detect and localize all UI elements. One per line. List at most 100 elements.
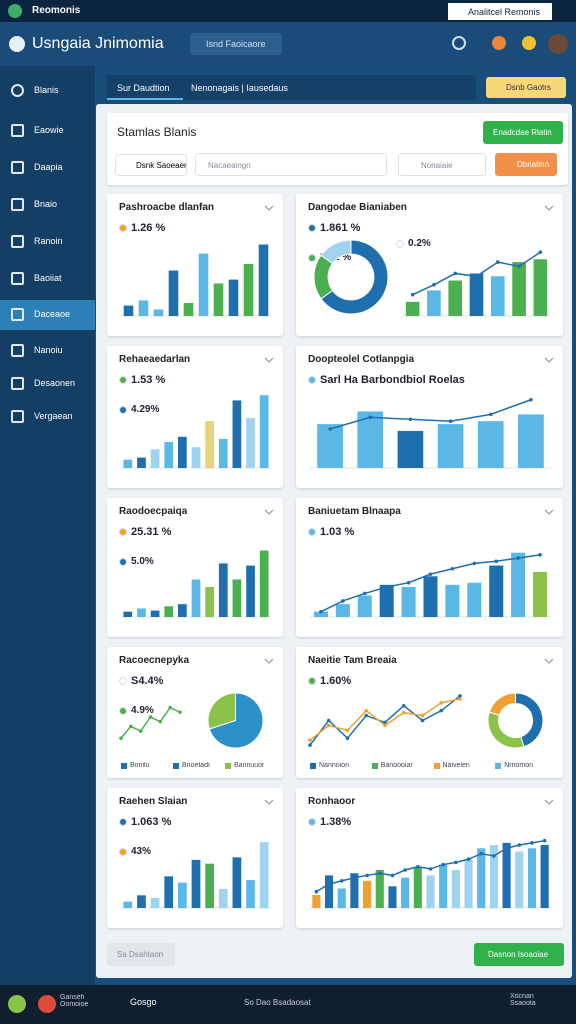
- stat: 43%: [119, 846, 151, 857]
- stat-dot: [119, 224, 127, 232]
- icon[interactable]: [522, 36, 536, 50]
- stat: S4.4%: [119, 675, 163, 687]
- stat: 1.26 %: [119, 222, 165, 234]
- tab-strip: Sur Daudtion Nenonagais | Iausedaus: [107, 75, 476, 100]
- legend-item: Bonilu: [121, 762, 149, 769]
- taskbar: Ganseh Oomoioe Gosgo So Dao Bsadaosat Xo…: [0, 985, 576, 1024]
- legend-item: Banoooiar: [371, 762, 413, 769]
- legend-swatch: [371, 763, 378, 769]
- app-icon[interactable]: [38, 995, 56, 1013]
- legend-item: Nrnomon: [495, 762, 533, 769]
- card: Rehaeaedarlan 1.53 % 4.29%: [107, 346, 283, 488]
- nav-label: Nanoiu: [34, 345, 63, 355]
- card-title: Pashroacbe dlanfan: [119, 202, 215, 213]
- taskbar-app[interactable]: Ganseh Oomoioe: [60, 994, 89, 1008]
- card-title: Naeitie Tam Breaia: [308, 655, 397, 666]
- card-title: Raehen Slaian: [119, 796, 188, 807]
- tab[interactable]: Nenonagais | Iausedaus: [191, 83, 288, 93]
- avatar[interactable]: [548, 34, 568, 54]
- card-title: Dangodae Bianiaben: [308, 202, 407, 213]
- stat: 1.38%: [308, 816, 351, 828]
- primary-button[interactable]: Dasnon Isoaoiae: [474, 943, 564, 966]
- search-box[interactable]: Isnd Faoicaore: [190, 33, 282, 55]
- nav-icon: [11, 235, 24, 248]
- card: Raehen Slaian 1.063 % 43%: [107, 788, 283, 928]
- tab-title[interactable]: Reomonis: [32, 5, 81, 16]
- nav-item[interactable]: Eaowie: [0, 116, 95, 146]
- action-button[interactable]: Dbnatinn: [495, 153, 557, 176]
- stat: 1.03 %: [308, 526, 354, 538]
- stat: 5.0%: [119, 556, 154, 567]
- nav-item[interactable]: Baoiiat: [0, 264, 95, 294]
- card: Naeitie Tam Breaia 1.60% Nannoion Banoooiar…: [296, 647, 563, 778]
- filter-title: Stamlas Blanis: [117, 125, 197, 139]
- nav-icon: [11, 272, 24, 285]
- nav-icon: [11, 161, 24, 174]
- nav-item[interactable]: Vergaean: [0, 402, 95, 432]
- stat-dot: [308, 677, 316, 685]
- stat: 1.53 %: [119, 374, 165, 386]
- legend-swatch: [310, 763, 316, 769]
- nav-icon: [11, 84, 24, 97]
- card: Dangodae Bianiaben 1.861 % 8.31 % 0.2%: [296, 194, 563, 336]
- legend-item: Nannoion: [310, 762, 349, 769]
- nav-item[interactable]: Nanoiu: [0, 336, 95, 366]
- filter-card: Stamlas Blanis Enadcdae Rlatin Dsnk Saoe…: [107, 113, 568, 185]
- taskbar-status: So Dao Bsadaosat: [244, 998, 311, 1007]
- card: Racoecnepyka S4.4% 4.9% Bonilu Bnoetadi Bannu…: [107, 647, 283, 778]
- stat: 25.31 %: [119, 526, 171, 538]
- header-button[interactable]: Dsnb Gaotrs: [486, 77, 566, 98]
- card: Ronhaoor 1.38%: [296, 788, 563, 928]
- legend-item: Naivelen: [433, 762, 470, 769]
- stat-dot: [308, 528, 316, 536]
- stat-dot: [119, 818, 127, 826]
- secondary-button[interactable]: Sa Dsahtaon: [107, 943, 175, 966]
- legend-item: Bannuuor: [225, 762, 264, 769]
- nav-item[interactable]: Daapia: [0, 153, 95, 183]
- legend-swatch: [433, 763, 440, 769]
- card: Pashroacbe dlanfan 1.26 %: [107, 194, 283, 336]
- nav-item[interactable]: Bnaio: [0, 190, 95, 220]
- logo: [9, 36, 25, 52]
- select[interactable]: Nonaiaie: [398, 153, 486, 176]
- stat-dot: [119, 406, 127, 414]
- icon[interactable]: [452, 36, 466, 50]
- icon[interactable]: [492, 36, 506, 50]
- tab-title[interactable]: Analitcel Remonis: [448, 3, 552, 20]
- app-header: Usngaia Jnimomia Isnd Faoicaore: [0, 22, 576, 66]
- legend-swatch: [121, 763, 127, 769]
- nav-item[interactable]: Blanis: [0, 76, 95, 106]
- stat: 1.063 %: [119, 816, 171, 828]
- nav-item[interactable]: Ranoin: [0, 227, 95, 257]
- stat: 8.31 %: [308, 252, 351, 263]
- nav-icon: [11, 198, 24, 211]
- card: Doopteolel Cotlanpgia Sarl Ha Barbondbiol…: [296, 346, 563, 488]
- tab[interactable]: Sur Daudtion: [107, 75, 183, 100]
- nav-icon: [11, 124, 24, 137]
- stat-dot: [308, 254, 316, 262]
- taskbar-clock: Xocnan Ssaoota: [510, 993, 536, 1007]
- stat-dot: [119, 528, 127, 536]
- start-icon[interactable]: [8, 995, 26, 1013]
- stat-dot: [308, 818, 316, 826]
- card-title: Raodoecpaiqa: [119, 506, 188, 517]
- stat-dot: [119, 376, 127, 384]
- search-input[interactable]: Nacaeaingn: [195, 153, 387, 176]
- nav-icon: [11, 344, 24, 357]
- taskbar-item[interactable]: Gosgo: [130, 997, 157, 1007]
- stat-dot: [396, 240, 404, 248]
- card-title: Baniuetam Blnaapa: [308, 506, 401, 517]
- nav-item[interactable]: Desaonen: [0, 369, 95, 399]
- card: Baniuetam Blnaapa 1.03 %: [296, 498, 563, 637]
- nav-item[interactable]: Daceaoe: [0, 300, 95, 330]
- select[interactable]: Dsnk Saoeaer: [115, 154, 187, 176]
- browser-icon: [8, 4, 22, 18]
- stat-dot: [308, 376, 316, 384]
- primary-button[interactable]: Enadcdae Rlatin: [483, 121, 563, 144]
- card-title: Ronhaoor: [308, 796, 356, 807]
- stat: Sarl Ha Barbondbiol Roelas: [308, 374, 465, 386]
- nav-label: Ranoin: [34, 236, 63, 246]
- stat-dot: [119, 848, 127, 856]
